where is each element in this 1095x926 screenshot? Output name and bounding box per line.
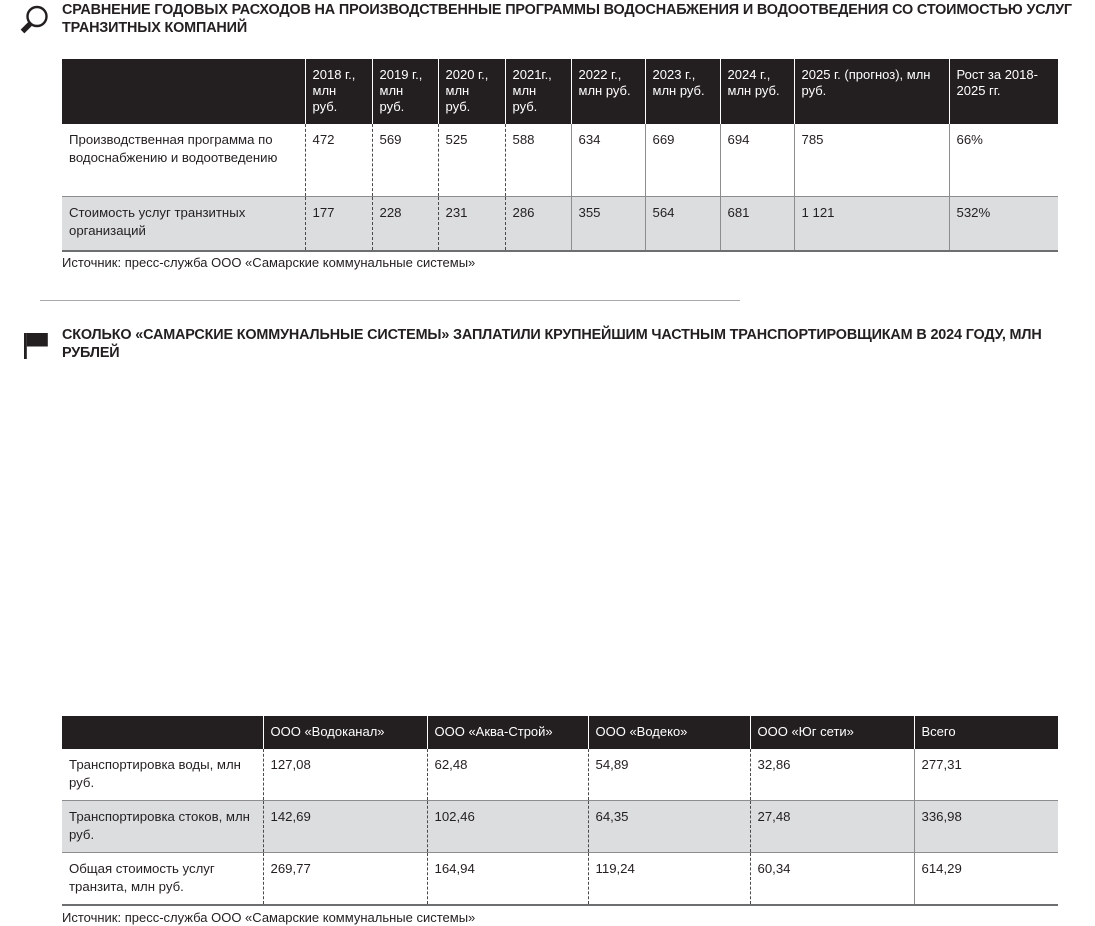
cell-vodeko: 119,24 <box>587 852 750 906</box>
col-header-2023: 2023 г., млн руб. <box>644 59 720 124</box>
cell-yug-seti: 32,86 <box>749 749 914 801</box>
table-row: Транспортировка воды, млн руб. 127,08 62… <box>62 749 1058 801</box>
section-payments-header: СКОЛЬКО «САМАРСКИЕ КОММУНАЛЬНЫЕ СИСТЕМЫ»… <box>0 325 1095 369</box>
cell-yug-seti: 27,48 <box>749 800 914 853</box>
cell-2022: 355 <box>570 196 645 252</box>
source-note-expenses: Источник: пресс-служба ООО «Самарские ко… <box>62 255 476 270</box>
col-header-vodeko: ООО «Водеко» <box>587 716 750 749</box>
cell-vodokanal: 269,77 <box>262 852 427 906</box>
col-header-vodokanal: ООО «Водоканал» <box>262 716 427 749</box>
cell-2025-forecast: 785 <box>793 124 949 197</box>
flag-icon <box>14 327 54 365</box>
table-payments: ООО «Водоканал» ООО «Аква-Строй» ООО «Во… <box>62 716 1058 906</box>
cell-2019: 569 <box>371 124 438 197</box>
col-header-label <box>62 59 305 124</box>
cell-yug-seti: 60,34 <box>749 852 914 906</box>
table-expenses-header-row: 2018 г., млн руб. 2019 г., млн руб. 2020… <box>62 59 1058 124</box>
section-expenses-header: СРАВНЕНИЕ ГОДОВЫХ РАСХОДОВ НА ПРОИЗВОДСТ… <box>0 0 1095 44</box>
row-label-water-transport: Транспортировка воды, млн руб. <box>62 749 263 801</box>
cell-akva-stroy: 62,48 <box>426 749 588 801</box>
table-row: Общая стоимость услуг транзита, млн руб.… <box>62 852 1058 906</box>
col-header-label <box>62 716 263 749</box>
cell-2021: 286 <box>504 196 571 252</box>
col-header-2025-forecast: 2025 г. (прогноз), млн руб. <box>793 59 949 124</box>
cell-vodokanal: 142,69 <box>262 800 427 853</box>
cell-2020: 525 <box>437 124 505 197</box>
section-expenses: СРАВНЕНИЕ ГОДОВЫХ РАСХОДОВ НА ПРОИЗВОДСТ… <box>0 0 1095 270</box>
row-label-production-program: Производственная программа по водоснабже… <box>62 124 305 197</box>
col-header-2020: 2020 г., млн руб. <box>437 59 505 124</box>
cell-vodokanal: 127,08 <box>262 749 427 801</box>
cell-growth: 66% <box>948 124 1058 197</box>
table-row: Стоимость услуг транзитных организаций 1… <box>62 196 1058 252</box>
table-expenses: 2018 г., млн руб. 2019 г., млн руб. 2020… <box>62 59 1058 252</box>
cell-2018: 472 <box>304 124 372 197</box>
cell-2021: 588 <box>504 124 571 197</box>
cell-vodeko: 54,89 <box>587 749 750 801</box>
cell-total: 277,31 <box>913 749 1058 801</box>
section-divider <box>40 300 740 301</box>
magnifier-icon <box>14 2 54 40</box>
col-header-2019: 2019 г., млн руб. <box>371 59 438 124</box>
cell-total: 336,98 <box>913 800 1058 853</box>
section-payments: СКОЛЬКО «САМАРСКИЕ КОММУНАЛЬНЫЕ СИСТЕМЫ»… <box>0 325 1095 925</box>
table-row: Производственная программа по водоснабже… <box>62 124 1058 197</box>
cell-akva-stroy: 102,46 <box>426 800 588 853</box>
table-payments-header-row: ООО «Водоканал» ООО «Аква-Строй» ООО «Во… <box>62 716 1058 749</box>
col-header-growth: Рост за 2018-2025 гг. <box>948 59 1058 124</box>
page-title-payments: СКОЛЬКО «САМАРСКИЕ КОММУНАЛЬНЫЕ СИСТЕМЫ»… <box>62 327 1042 361</box>
cell-vodeko: 64,35 <box>587 800 750 853</box>
cell-2023: 564 <box>644 196 720 252</box>
cell-2022: 634 <box>570 124 645 197</box>
col-header-2024: 2024 г., млн руб. <box>719 59 794 124</box>
cell-akva-stroy: 164,94 <box>426 852 588 906</box>
cell-2019: 228 <box>371 196 438 252</box>
cell-2020: 231 <box>437 196 505 252</box>
cell-2025-forecast: 1 121 <box>793 196 949 252</box>
cell-2024: 694 <box>719 124 794 197</box>
cell-2018: 177 <box>304 196 372 252</box>
row-label-total-transit-cost: Общая стоимость услуг транзита, млн руб. <box>62 852 263 906</box>
col-header-2021: 2021г., млн руб. <box>504 59 571 124</box>
row-label-transit-cost: Стоимость услуг транзитных организаций <box>62 196 305 252</box>
col-header-akva-stroy: ООО «Аква-Строй» <box>426 716 588 749</box>
source-note-payments: Источник: пресс-служба ООО «Самарские ко… <box>62 910 476 925</box>
col-header-2018: 2018 г., млн руб. <box>304 59 372 124</box>
cell-2024: 681 <box>719 196 794 252</box>
row-label-sewage-transport: Транспортировка стоков, млн руб. <box>62 800 263 853</box>
col-header-yug-seti: ООО «Юг сети» <box>749 716 914 749</box>
page-title-expenses: СРАВНЕНИЕ ГОДОВЫХ РАСХОДОВ НА ПРОИЗВОДСТ… <box>62 2 1072 36</box>
col-header-2022: 2022 г., млн руб. <box>570 59 645 124</box>
col-header-total: Всего <box>913 716 1058 749</box>
table-row: Транспортировка стоков, млн руб. 142,69 … <box>62 800 1058 853</box>
cell-growth: 532% <box>948 196 1058 252</box>
cell-total: 614,29 <box>913 852 1058 906</box>
cell-2023: 669 <box>644 124 720 197</box>
